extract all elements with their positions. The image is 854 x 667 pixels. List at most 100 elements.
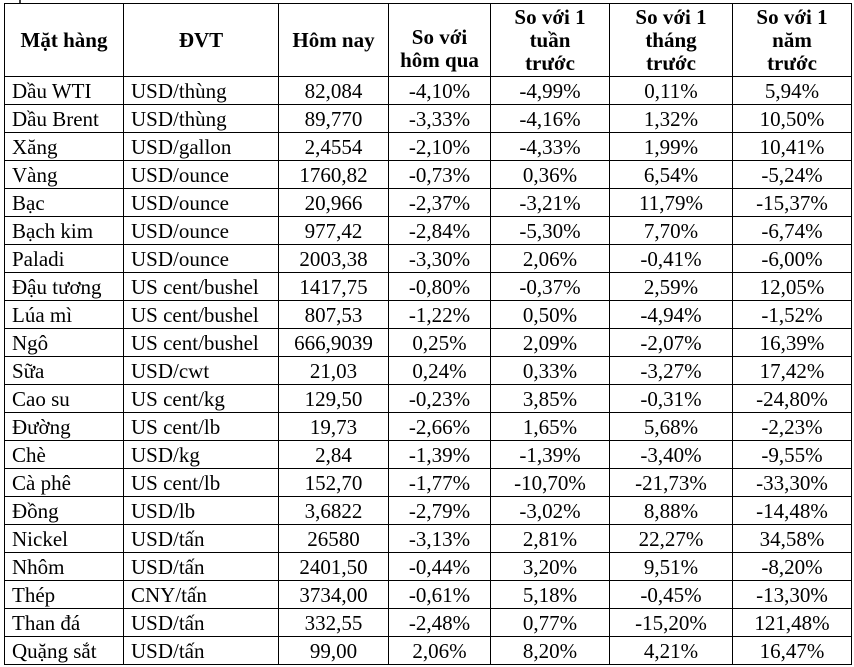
today-price-cell: 3,6822 bbox=[278, 496, 389, 525]
vs-1-year-cell: -5,24% bbox=[732, 160, 852, 189]
today-price-cell: 2401,50 bbox=[278, 552, 389, 581]
table-row: Quặng sắt USD/tấn 99,00 2,06% 8,20% 4,21% 16,4… bbox=[4, 636, 852, 665]
commodity-name-cell: Đồng bbox=[4, 496, 124, 525]
vs-1-month-cell: -3,27% bbox=[609, 356, 733, 385]
table-body: Dầu WTI USD/thùng 82,084 -4,10% -4,99% 0,11% 5… bbox=[4, 76, 852, 665]
unit-cell: USD/tấn bbox=[123, 636, 279, 665]
today-price-cell: 20,966 bbox=[278, 188, 389, 217]
vs-1-week-cell: 0,50% bbox=[490, 300, 610, 329]
vs-1-week-cell: 1,65% bbox=[490, 412, 610, 441]
today-price-cell: 3734,00 bbox=[278, 580, 389, 609]
table-row: Cà phê US cent/lb 152,70 -1,77% -10,70% -21,7… bbox=[4, 468, 852, 497]
vs-1-week-cell: 2,81% bbox=[490, 524, 610, 553]
vs-1-week-cell: 8,20% bbox=[490, 636, 610, 665]
vs-1-week-cell: 0,36% bbox=[490, 160, 610, 189]
table-row: Nickel USD/tấn 26580 -3,13% 2,81% 22,27% 34,58… bbox=[4, 524, 852, 553]
crop-artifact bbox=[19, 0, 21, 5]
unit-cell: USD/thùng bbox=[123, 104, 279, 133]
commodity-name-cell: Vàng bbox=[4, 160, 124, 189]
today-price-cell: 21,03 bbox=[278, 356, 389, 385]
vs-1-year-cell: 10,50% bbox=[732, 104, 852, 133]
today-price-cell: 2003,38 bbox=[278, 244, 389, 273]
unit-cell: USD/lb bbox=[123, 496, 279, 525]
vs-1-month-cell: 11,79% bbox=[609, 188, 733, 217]
vs-1-year-cell: -6,74% bbox=[732, 216, 852, 245]
unit-cell: USD/tấn bbox=[123, 552, 279, 581]
column-header-commodity: Mặt hàng bbox=[4, 3, 124, 77]
vs-yesterday-cell: -1,39% bbox=[388, 440, 491, 469]
vs-yesterday-cell: -0,80% bbox=[388, 272, 491, 301]
today-price-cell: 1760,82 bbox=[278, 160, 389, 189]
commodity-name-cell: Đường bbox=[4, 412, 124, 441]
commodity-name-cell: Bạc bbox=[4, 188, 124, 217]
vs-yesterday-cell: -3,30% bbox=[388, 244, 491, 273]
vs-1-year-cell: -24,80% bbox=[732, 384, 852, 413]
vs-1-year-cell: -14,48% bbox=[732, 496, 852, 525]
vs-1-month-cell: -0,45% bbox=[609, 580, 733, 609]
table-row: Đồng USD/lb 3,6822 -2,79% -3,02% 8,88% -14,48% bbox=[4, 496, 852, 525]
table-row: Thép CNY/tấn 3734,00 -0,61% 5,18% -0,45% -13,3… bbox=[4, 580, 852, 609]
vs-1-week-cell: -3,02% bbox=[490, 496, 610, 525]
vs-1-month-cell: 1,32% bbox=[609, 104, 733, 133]
commodity-name-cell: Cà phê bbox=[4, 468, 124, 497]
unit-cell: USD/ounce bbox=[123, 216, 279, 245]
vs-1-month-cell: -21,73% bbox=[609, 468, 733, 497]
vs-1-month-cell: 6,54% bbox=[609, 160, 733, 189]
table-row: Paladi USD/ounce 2003,38 -3,30% 2,06% -0,41% -… bbox=[4, 244, 852, 273]
vs-yesterday-cell: -2,37% bbox=[388, 188, 491, 217]
vs-1-week-cell: 2,06% bbox=[490, 244, 610, 273]
vs-yesterday-cell: -0,23% bbox=[388, 384, 491, 413]
unit-cell: US cent/bushel bbox=[123, 300, 279, 329]
vs-1-year-cell: 17,42% bbox=[732, 356, 852, 385]
vs-1-week-cell: -4,33% bbox=[490, 132, 610, 161]
vs-1-month-cell: -0,31% bbox=[609, 384, 733, 413]
table-row: Xăng USD/gallon 2,4554 -2,10% -4,33% 1,99% 10,… bbox=[4, 132, 852, 161]
commodity-name-cell: Lúa mì bbox=[4, 300, 124, 329]
vs-yesterday-cell: -0,73% bbox=[388, 160, 491, 189]
unit-cell: US cent/bushel bbox=[123, 328, 279, 357]
vs-1-month-cell: -0,41% bbox=[609, 244, 733, 273]
commodity-name-cell: Quặng sắt bbox=[4, 636, 124, 665]
vs-yesterday-cell: -3,33% bbox=[388, 104, 491, 133]
unit-cell: CNY/tấn bbox=[123, 580, 279, 609]
table-row: Cao su US cent/kg 129,50 -0,23% 3,85% -0,31% -… bbox=[4, 384, 852, 413]
table-row: Ngô US cent/bushel 666,9039 0,25% 2,09% -2,07… bbox=[4, 328, 852, 357]
vs-1-year-cell: 12,05% bbox=[732, 272, 852, 301]
vs-1-year-cell: -33,30% bbox=[732, 468, 852, 497]
today-price-cell: 2,4554 bbox=[278, 132, 389, 161]
table-row: Đậu tương US cent/bushel 1417,75 -0,80% -0,3… bbox=[4, 272, 852, 301]
unit-cell: USD/tấn bbox=[123, 524, 279, 553]
unit-cell: USD/cwt bbox=[123, 356, 279, 385]
commodity-name-cell: Xăng bbox=[4, 132, 124, 161]
vs-1-year-cell: 121,48% bbox=[732, 608, 852, 637]
today-price-cell: 666,9039 bbox=[278, 328, 389, 357]
vs-1-week-cell: -4,16% bbox=[490, 104, 610, 133]
vs-1-week-cell: -5,30% bbox=[490, 216, 610, 245]
vs-1-month-cell: 1,99% bbox=[609, 132, 733, 161]
vs-1-year-cell: 16,39% bbox=[732, 328, 852, 357]
unit-cell: USD/tấn bbox=[123, 608, 279, 637]
vs-1-week-cell: -3,21% bbox=[490, 188, 610, 217]
vs-1-year-cell: -1,52% bbox=[732, 300, 852, 329]
column-header-vs-1-year: So với 1 năm trước bbox=[732, 3, 852, 77]
vs-1-month-cell: 8,88% bbox=[609, 496, 733, 525]
vs-1-month-cell: 7,70% bbox=[609, 216, 733, 245]
vs-yesterday-cell: -4,10% bbox=[388, 76, 491, 105]
vs-1-month-cell: -2,07% bbox=[609, 328, 733, 357]
commodity-name-cell: Dầu WTI bbox=[4, 76, 124, 105]
today-price-cell: 807,53 bbox=[278, 300, 389, 329]
vs-yesterday-cell: -2,48% bbox=[388, 608, 491, 637]
vs-1-month-cell: 2,59% bbox=[609, 272, 733, 301]
vs-1-week-cell: 5,18% bbox=[490, 580, 610, 609]
vs-1-year-cell: -8,20% bbox=[732, 552, 852, 581]
vs-1-year-cell: 5,94% bbox=[732, 76, 852, 105]
today-price-cell: 1417,75 bbox=[278, 272, 389, 301]
today-price-cell: 19,73 bbox=[278, 412, 389, 441]
table-header-row: Mặt hàng ĐVT Hôm nay So với hôm qua So v… bbox=[4, 3, 852, 77]
today-price-cell: 332,55 bbox=[278, 608, 389, 637]
commodity-name-cell: Sữa bbox=[4, 356, 124, 385]
vs-1-year-cell: -2,23% bbox=[732, 412, 852, 441]
vs-1-week-cell: 2,09% bbox=[490, 328, 610, 357]
commodity-price-table: Mặt hàng ĐVT Hôm nay So với hôm qua So v… bbox=[4, 3, 852, 665]
